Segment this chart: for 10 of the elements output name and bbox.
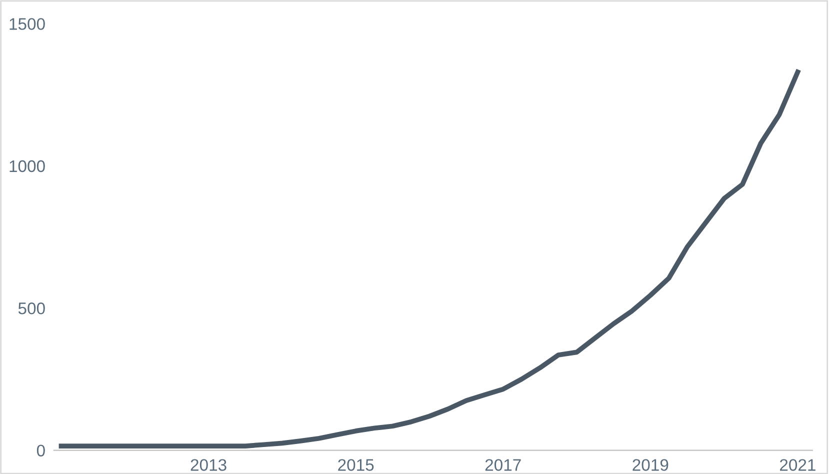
x-tick-label: 2013 <box>190 459 226 471</box>
x-tick-label: 2017 <box>485 459 521 471</box>
x-tick-label: 2021 <box>780 459 816 471</box>
y-tick-label: 0 <box>36 444 45 457</box>
y-tick-label: 1500 <box>10 18 45 30</box>
x-tick-label: 2019 <box>632 459 668 471</box>
line-series <box>58 70 800 448</box>
y-tick-label: 1000 <box>10 160 45 172</box>
y-tick-label: 500 <box>18 302 45 314</box>
x-tick-label: 2015 <box>338 459 374 471</box>
